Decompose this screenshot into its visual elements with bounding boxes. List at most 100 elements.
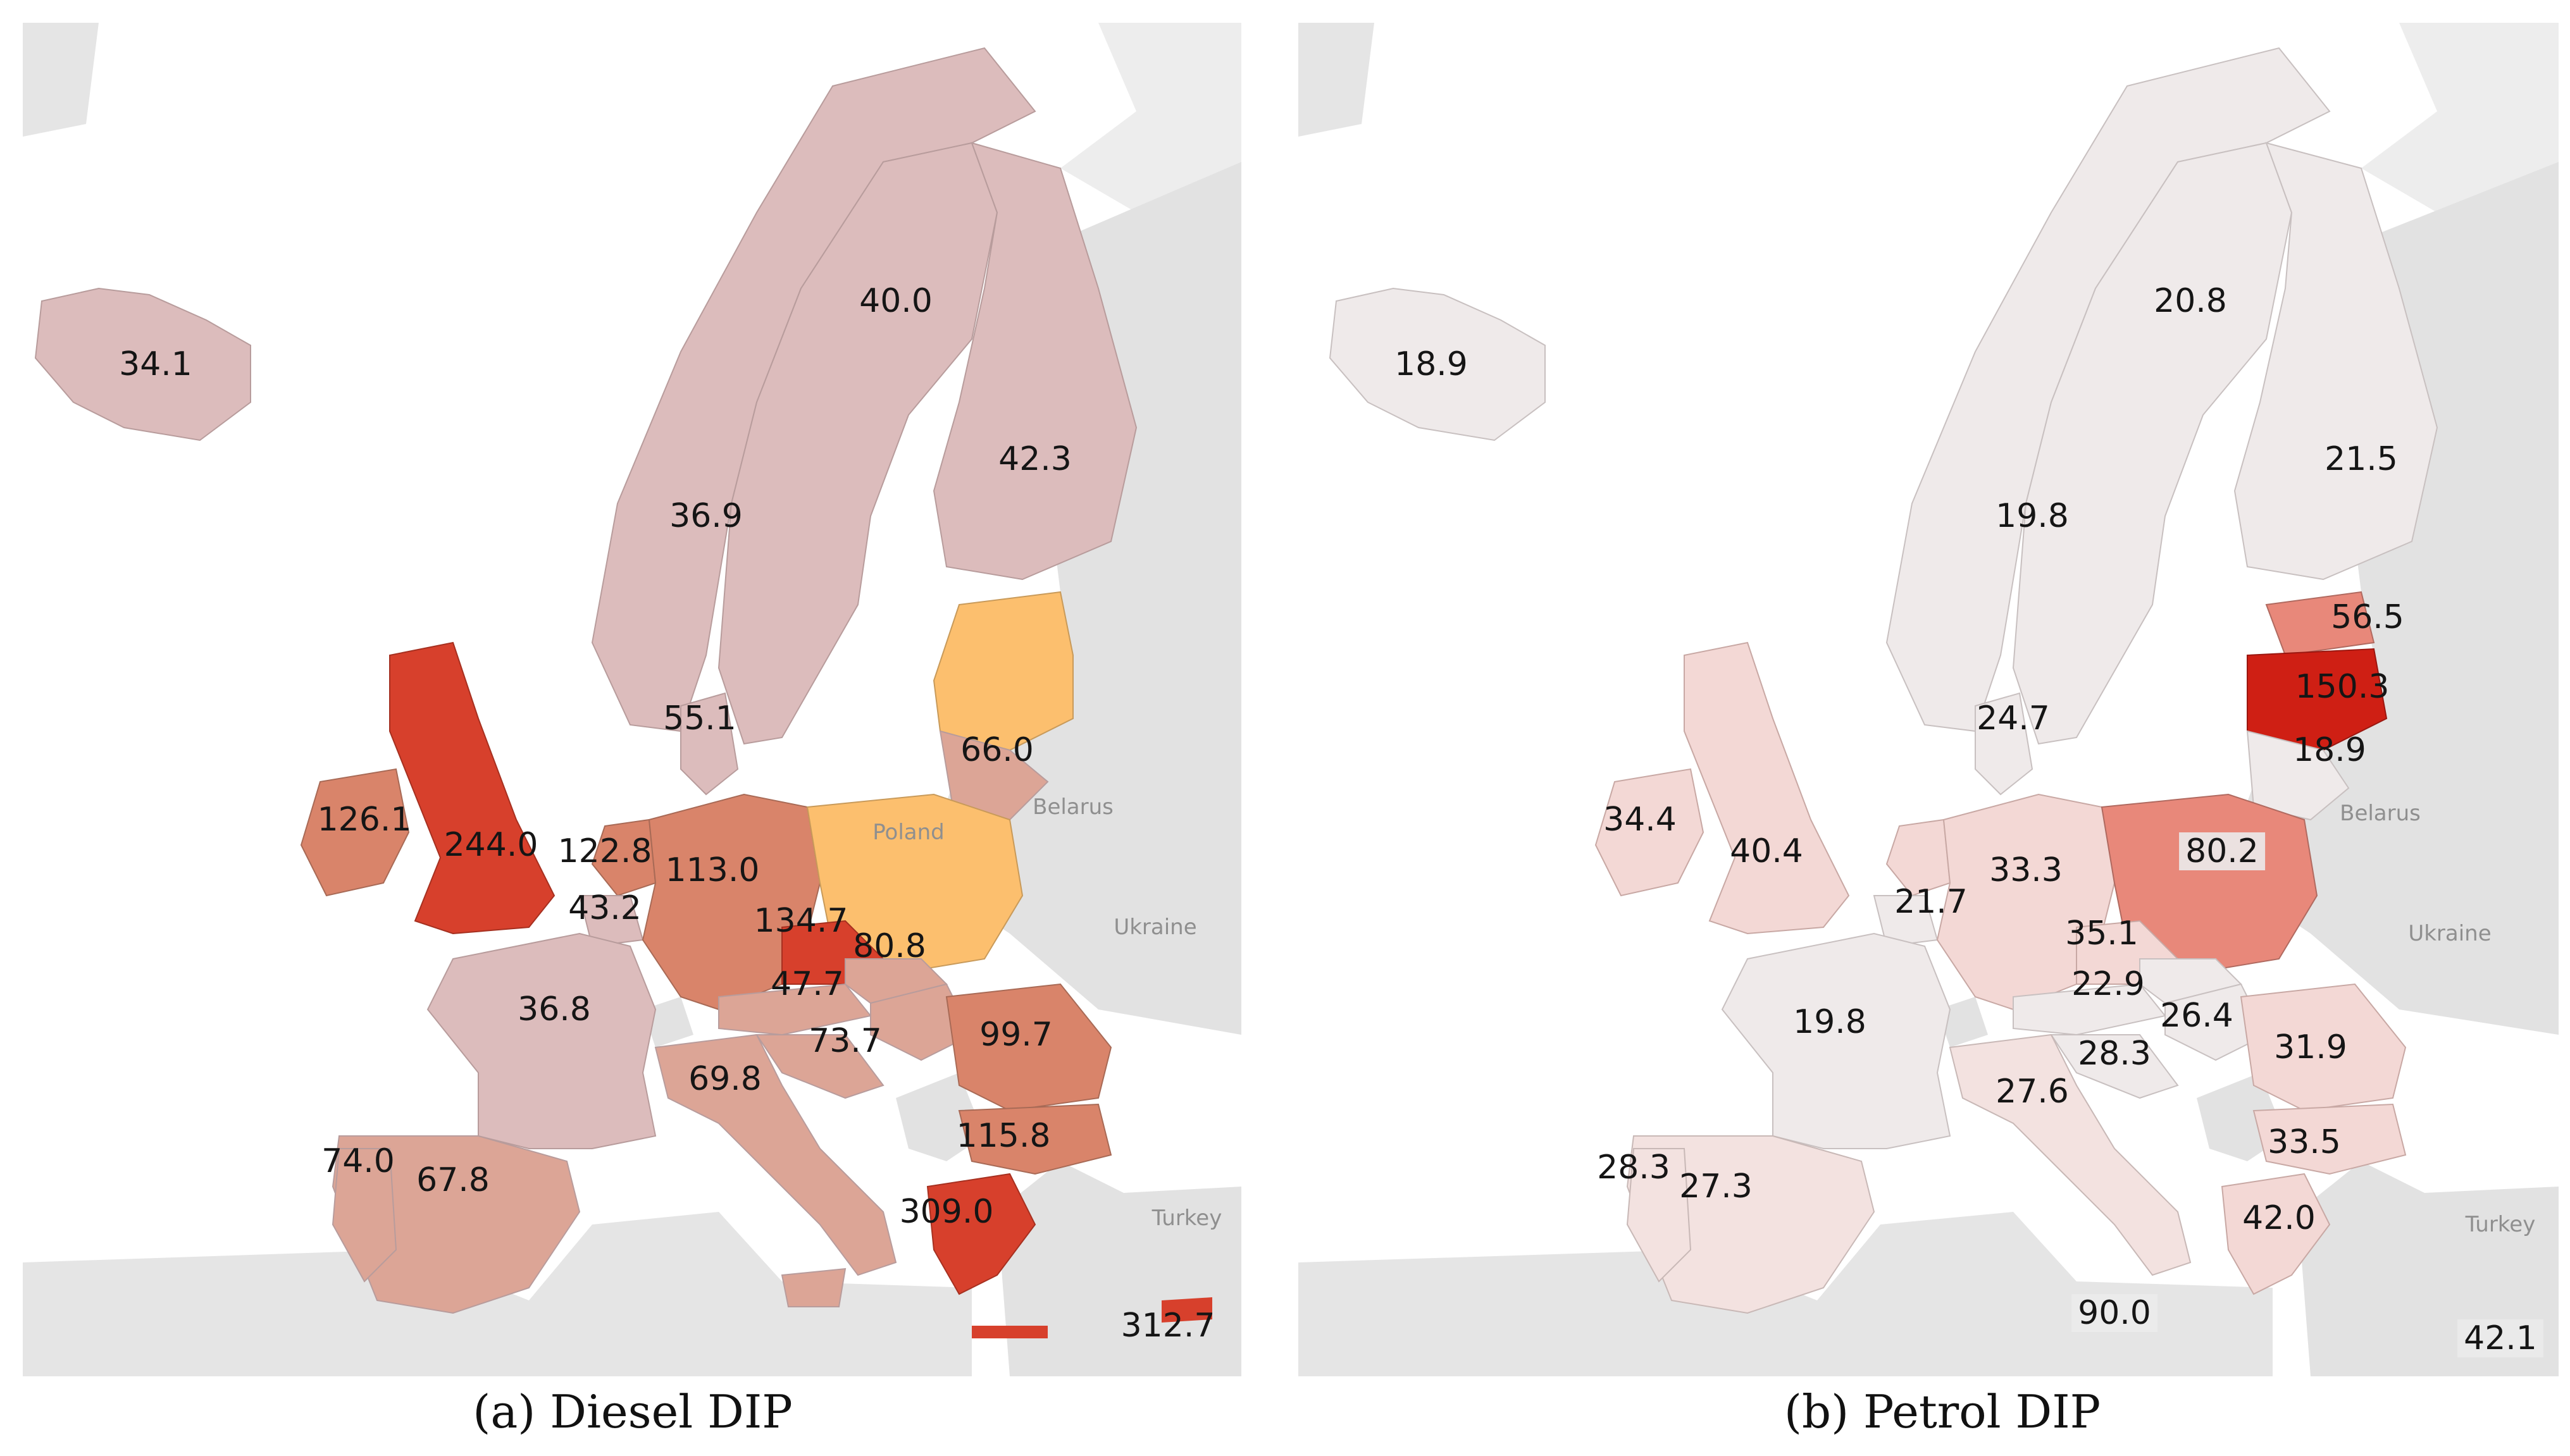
value-label-iceland: 18.9 (1394, 345, 1468, 383)
value-label-united-kingdom: 244.0 (444, 826, 538, 864)
value-label-romania: 99.7 (979, 1016, 1053, 1054)
region-romania (2240, 983, 2407, 1112)
region-latvia (2247, 648, 2388, 751)
value-label-germany: 33.3 (1989, 851, 2063, 889)
value-label-spain: 67.8 (416, 1161, 490, 1199)
value-label-greece: 42.0 (2242, 1199, 2316, 1237)
country-label-turkey: Turkey (1152, 1206, 1222, 1231)
value-label-netherlands: 122.8 (557, 832, 652, 870)
value-label-slovakia: 80.8 (853, 927, 926, 965)
value-label-romania: 31.9 (2274, 1028, 2347, 1066)
value-label-estonia: 56.5 (2331, 598, 2404, 636)
region-slovenia-croatia (2050, 1034, 2179, 1099)
value-label-croatia: 73.7 (809, 1022, 882, 1060)
value-label-cyprus: 42.1 (2457, 1319, 2543, 1357)
value-label-finland: 21.5 (2325, 440, 2398, 478)
country-label-belarus: Belarus (2340, 801, 2421, 826)
value-label-denmark: 24.7 (1977, 700, 2050, 737)
value-label-latvia: 150.3 (2295, 668, 2390, 706)
value-label-austria: 22.9 (2071, 965, 2145, 1003)
region-bulgaria (958, 1103, 1112, 1175)
petrol-map-panel: 18.9 20.8 19.8 21.5 56.5 150.3 24.7 18.9 34.4 40.… (1298, 23, 2559, 1376)
country-label-belarus: Belarus (1033, 794, 1114, 820)
value-label-malta: 90.0 (2071, 1294, 2157, 1332)
country-label-ukraine: Ukraine (1114, 915, 1197, 940)
region-netherlands (1885, 818, 1951, 897)
non-data-land-east (940, 162, 1241, 1376)
value-label-austria: 47.7 (771, 965, 844, 1003)
region-sicily (781, 1268, 847, 1307)
value-label-italy: 69.8 (688, 1060, 762, 1098)
value-label-spain: 27.3 (1679, 1168, 1753, 1206)
region-sweden (2012, 142, 2293, 745)
region-ireland (300, 768, 410, 897)
region-lithuania (2246, 730, 2350, 821)
value-label-france: 36.8 (518, 990, 591, 1028)
country-label-ukraine: Ukraine (2408, 921, 2492, 946)
value-label-portugal: 28.3 (1597, 1149, 1670, 1187)
value-label-iceland: 34.1 (119, 345, 192, 383)
region-iceland (1329, 287, 1546, 441)
caption-petrol: (b) Petrol DIP (1784, 1385, 2101, 1438)
country-label-turkey: Turkey (2465, 1212, 2536, 1237)
region-ireland (1594, 768, 1704, 897)
region-denmark (1975, 692, 2033, 796)
value-label-bulgaria: 115.8 (956, 1117, 1051, 1155)
region-hungary (2164, 983, 2268, 1061)
region-norway (591, 47, 1036, 732)
region-baltics-north (933, 591, 1074, 751)
region-austria (718, 983, 872, 1036)
greenland (23, 23, 99, 137)
value-label-czechia: 134.7 (754, 902, 848, 940)
value-label-sweden: 20.8 (2154, 282, 2227, 320)
region-lithuania (939, 730, 1049, 821)
region-sweden (717, 142, 998, 745)
region-portugal (332, 1148, 397, 1283)
petrol-map (1298, 23, 2559, 1376)
region-netherlands (591, 818, 657, 897)
region-united-kingdom (1684, 641, 1850, 935)
value-label-poland: 80.2 (2179, 832, 2265, 870)
region-romania (945, 983, 1112, 1112)
region-poland (806, 793, 1024, 973)
non-data-balkans (896, 1073, 984, 1161)
value-label-portugal: 74.0 (321, 1142, 395, 1180)
value-label-cyprus: 312.7 (1120, 1307, 1215, 1345)
region-estonia (2265, 591, 2375, 657)
region-denmark (680, 692, 739, 796)
value-label-lithuania: 18.9 (2293, 731, 2366, 769)
region-italy (1949, 1033, 2192, 1276)
value-label-denmark: 55.1 (663, 700, 736, 737)
region-hungary (870, 983, 973, 1061)
value-label-belgium: 21.7 (1894, 883, 1968, 921)
diesel-map-panel: 34.1 40.0 36.9 42.3 55.1 66.0 126.1 244.0 122.8 4… (23, 23, 1241, 1376)
region-austria (2013, 983, 2166, 1036)
region-cyprus (1162, 1297, 1212, 1323)
region-finland (933, 142, 1138, 581)
value-label-germany: 113.0 (665, 851, 760, 889)
region-finland (2233, 142, 2438, 581)
value-label-ireland: 126.1 (317, 801, 412, 839)
value-label-slovenia: 28.3 (2078, 1035, 2151, 1073)
value-label-italy: 27.6 (1996, 1073, 2069, 1111)
non-data-land-east (2241, 162, 2559, 1376)
country-label-poland: Poland (872, 820, 945, 845)
value-label-czechia: 35.1 (2065, 915, 2139, 953)
region-greece (2221, 1173, 2331, 1295)
value-label-norway: 19.8 (1996, 497, 2069, 535)
region-norway (1885, 47, 2331, 732)
greenland (1298, 23, 1374, 137)
value-label-lithuania: 66.0 (960, 731, 1034, 769)
region-crete (972, 1326, 1048, 1338)
region-bulgaria (2252, 1103, 2407, 1175)
value-label-ireland: 34.4 (1603, 801, 1677, 839)
value-label-sweden: 40.0 (859, 282, 933, 320)
value-label-greece: 309.0 (899, 1193, 994, 1231)
region-greece (926, 1173, 1036, 1295)
region-italy (654, 1033, 897, 1276)
value-label-belgium: 43.2 (568, 889, 642, 927)
region-france (1721, 932, 1951, 1149)
region-iceland (34, 287, 251, 441)
value-label-finland: 42.3 (998, 440, 1072, 478)
value-label-france: 19.8 (1793, 1003, 1866, 1041)
